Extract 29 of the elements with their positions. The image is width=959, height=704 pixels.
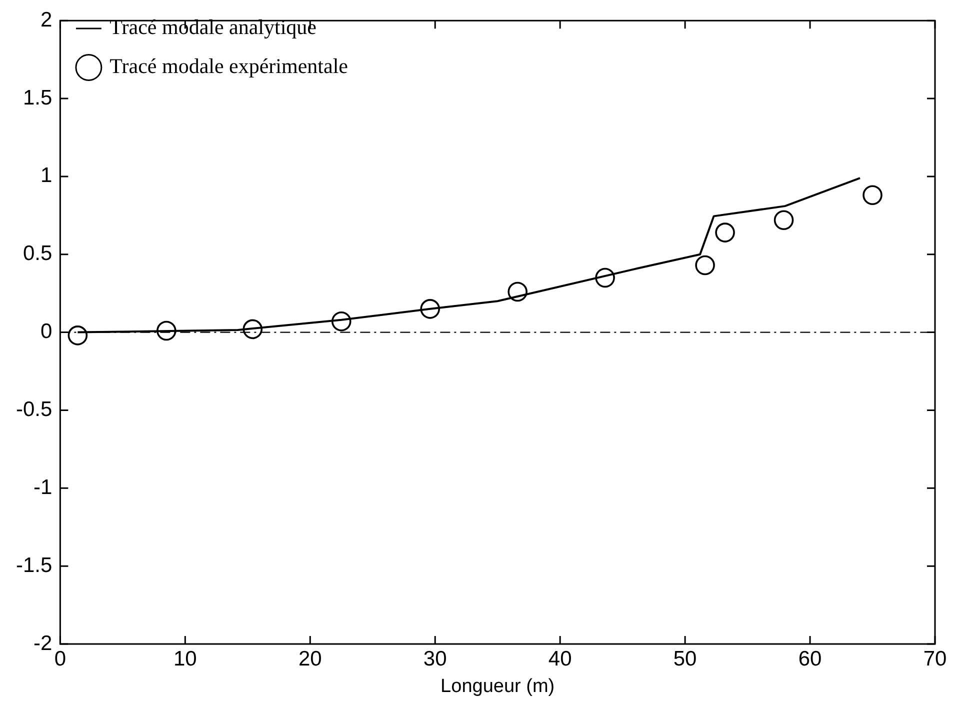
point: [774, 210, 794, 230]
point: [595, 268, 615, 288]
y-tick-label: 2: [40, 8, 52, 32]
x-tick-label: 30: [423, 647, 447, 670]
point: [242, 319, 263, 340]
point: [862, 185, 882, 206]
point: [695, 255, 715, 276]
point: [420, 299, 440, 319]
point: [68, 326, 88, 346]
x-tick-label: 70: [923, 647, 947, 670]
y-tick-label: 0: [40, 320, 52, 344]
x-tick-label: 40: [548, 647, 572, 670]
point: [508, 282, 528, 302]
y-tick-label: -0.5: [16, 398, 52, 422]
legend-label: Tracé modale expérimentale: [110, 54, 348, 78]
y-tick-label: 1: [40, 164, 52, 188]
x-axis-title: Longueur (m): [440, 676, 555, 697]
x-tick-label: 20: [298, 647, 322, 670]
x-tick-label: 10: [173, 647, 197, 670]
point: [156, 320, 176, 341]
y-tick-label: -1.5: [16, 554, 52, 577]
x-tick-label: 60: [798, 647, 822, 670]
y-tick-label: 1.5: [22, 86, 52, 110]
y-tick-label: 0.5: [22, 242, 52, 266]
point: [331, 311, 352, 332]
point: [715, 222, 735, 242]
x-tick-label: 50: [673, 647, 697, 670]
y-tick-label: -1: [34, 476, 52, 499]
y-tick-label: -2: [34, 632, 52, 655]
